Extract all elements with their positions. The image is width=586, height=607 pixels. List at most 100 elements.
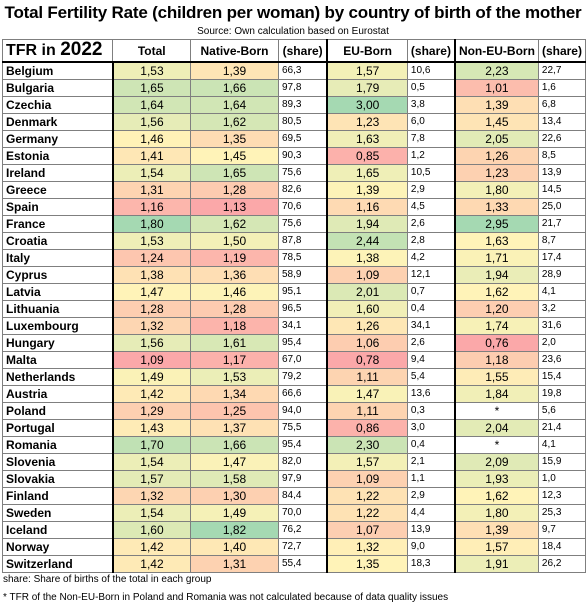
cell-total: 1,38 xyxy=(112,266,192,284)
cell-native-share: 76,2 xyxy=(277,521,329,539)
cell-eu-share: 2,1 xyxy=(406,453,456,471)
cell-non-eu-born: 1,63 xyxy=(454,232,539,250)
cell-country: Poland xyxy=(1,402,114,420)
header-total: Total xyxy=(112,39,192,63)
cell-total: 1,09 xyxy=(112,351,192,369)
cell-eu-born: 1,26 xyxy=(326,317,408,335)
cell-non-eu-share: 21,4 xyxy=(537,419,586,437)
cell-country: Croatia xyxy=(1,232,114,250)
cell-non-eu-born: 1,01 xyxy=(454,79,539,97)
header-non-eu-born: Non-EU-Born xyxy=(454,39,539,63)
table-row: Cyprus 1,38 1,36 58,9 1,09 12,1 1,94 28,9 xyxy=(1,266,586,284)
cell-country: Latvia xyxy=(1,283,114,301)
cell-eu-share: 7,8 xyxy=(406,130,456,148)
cell-eu-share: 0,5 xyxy=(406,79,456,97)
cell-native-born: 1,37 xyxy=(190,419,279,437)
cell-total: 1,16 xyxy=(112,198,192,216)
cell-total: 1,42 xyxy=(112,538,192,556)
cell-native-share: 55,4 xyxy=(277,555,329,573)
cell-native-share: 34,1 xyxy=(277,317,329,335)
cell-native-share: 90,3 xyxy=(277,147,329,165)
cell-native-born: 1,46 xyxy=(190,283,279,301)
cell-country: Romania xyxy=(1,436,114,454)
cell-non-eu-born: 0,76 xyxy=(454,334,539,352)
cell-eu-born: 1,23 xyxy=(326,113,408,131)
table-row: Spain 1,16 1,13 70,6 1,16 4,5 1,33 25,0 xyxy=(1,198,586,216)
cell-non-eu-share: 22,6 xyxy=(537,130,586,148)
cell-native-share: 75,6 xyxy=(277,164,329,182)
cell-total: 1,57 xyxy=(112,470,192,488)
table-row: Denmark 1,56 1,62 80,5 1,23 6,0 1,45 13,4 xyxy=(1,113,586,131)
cell-eu-born: 1,16 xyxy=(326,198,408,216)
cell-eu-born: 1,07 xyxy=(326,521,408,539)
cell-total: 1,54 xyxy=(112,504,192,522)
cell-country: Hungary xyxy=(1,334,114,352)
cell-native-share: 96,5 xyxy=(277,300,329,318)
table-row: Estonia 1,41 1,45 90,3 0,85 1,2 1,26 8,5 xyxy=(1,147,586,165)
cell-native-born: 1,45 xyxy=(190,147,279,165)
cell-eu-share: 2,9 xyxy=(406,487,456,505)
cell-native-share: 84,4 xyxy=(277,487,329,505)
cell-country: Belgium xyxy=(1,61,114,80)
cell-non-eu-share: 2,0 xyxy=(537,334,586,352)
table-row: Italy 1,24 1,19 78,5 1,38 4,2 1,71 17,4 xyxy=(1,249,586,267)
cell-eu-born: 1,63 xyxy=(326,130,408,148)
cell-native-born: 1,13 xyxy=(190,198,279,216)
cell-non-eu-share: 15,4 xyxy=(537,368,586,386)
cell-non-eu-share: 8,7 xyxy=(537,232,586,250)
cell-non-eu-born: 1,33 xyxy=(454,198,539,216)
cell-native-share: 82,0 xyxy=(277,453,329,471)
cell-country: Italy xyxy=(1,249,114,267)
header-year: 2022 xyxy=(60,39,103,60)
cell-native-born: 1,66 xyxy=(190,436,279,454)
cell-eu-born: 1,06 xyxy=(326,334,408,352)
cell-eu-share: 1,1 xyxy=(406,470,456,488)
cell-country: Estonia xyxy=(1,147,114,165)
cell-eu-born: 1,09 xyxy=(326,470,408,488)
cell-native-share: 97,9 xyxy=(277,470,329,488)
table-row: Romania 1,70 1,66 95,4 2,30 0,4 * 4,1 xyxy=(1,436,586,454)
cell-country: Finland xyxy=(1,487,114,505)
cell-native-share: 80,5 xyxy=(277,113,329,131)
cell-total: 1,49 xyxy=(112,368,192,386)
cell-native-born: 1,50 xyxy=(190,232,279,250)
cell-native-born: 1,35 xyxy=(190,130,279,148)
cell-non-eu-born: 1,45 xyxy=(454,113,539,131)
fertility-table: TFR in 2022 Total Native-Born (share) EU… xyxy=(1,39,586,573)
table-row: Switzerland 1,42 1,31 55,4 1,35 18,3 1,91 26,2 xyxy=(1,555,586,573)
cell-eu-born: 1,60 xyxy=(326,300,408,318)
table-row: Luxembourg 1,32 1,18 34,1 1,26 34,1 1,74 31,6 xyxy=(1,317,586,335)
header-eu-born: EU-Born xyxy=(326,39,408,63)
table-row: Portugal 1,43 1,37 75,5 0,86 3,0 2,04 21,4 xyxy=(1,419,586,437)
cell-eu-share: 2,6 xyxy=(406,215,456,233)
cell-country: Slovenia xyxy=(1,453,114,471)
cell-eu-born: 1,57 xyxy=(326,453,408,471)
cell-native-share: 75,5 xyxy=(277,419,329,437)
cell-country: Cyprus xyxy=(1,266,114,284)
cell-native-share: 89,3 xyxy=(277,96,329,114)
cell-country: France xyxy=(1,215,114,233)
cell-eu-share: 13,9 xyxy=(406,521,456,539)
cell-eu-share: 3,0 xyxy=(406,419,456,437)
cell-non-eu-share: 9,7 xyxy=(537,521,586,539)
cell-eu-born: 1,09 xyxy=(326,266,408,284)
cell-eu-share: 12,1 xyxy=(406,266,456,284)
header-tfr-label: TFR in xyxy=(6,42,61,59)
cell-native-share: 69,5 xyxy=(277,130,329,148)
cell-eu-share: 5,4 xyxy=(406,368,456,386)
cell-non-eu-share: 1,0 xyxy=(537,470,586,488)
cell-country: Germany xyxy=(1,130,114,148)
cell-eu-share: 4,5 xyxy=(406,198,456,216)
cell-native-born: 1,53 xyxy=(190,368,279,386)
table-row: Belgium 1,53 1,39 66,3 1,57 10,6 2,23 22,7 xyxy=(1,61,586,80)
table-row: Czechia 1,64 1,64 89,3 3,00 3,8 1,39 6,8 xyxy=(1,96,586,114)
cell-eu-born: 0,86 xyxy=(326,419,408,437)
cell-eu-share: 9,4 xyxy=(406,351,456,369)
cell-total: 1,54 xyxy=(112,453,192,471)
cell-eu-born: 2,30 xyxy=(326,436,408,454)
cell-native-share: 66,3 xyxy=(277,61,329,80)
cell-native-born: 1,40 xyxy=(190,538,279,556)
cell-native-born: 1,18 xyxy=(190,317,279,335)
cell-native-born: 1,62 xyxy=(190,113,279,131)
cell-eu-born: 1,39 xyxy=(326,181,408,199)
